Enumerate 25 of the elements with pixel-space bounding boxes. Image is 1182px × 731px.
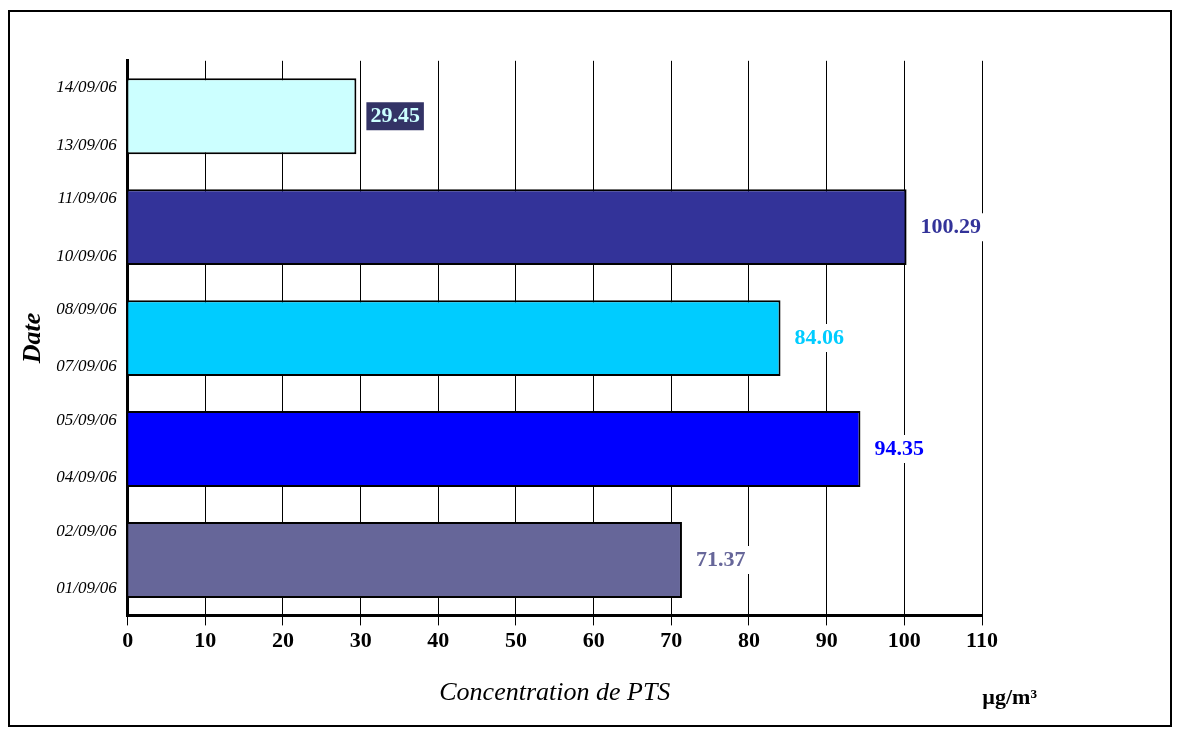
data-label: 94.35 xyxy=(874,434,924,460)
x-tick-label: 30 xyxy=(349,627,372,653)
x-tick-label: 60 xyxy=(582,627,605,653)
x-tick-label: 20 xyxy=(271,627,294,653)
category-label: 05/09/06 04/09/06 xyxy=(56,409,117,487)
x-axis-title: Concentration de PTS xyxy=(439,677,671,707)
x-tick-label: 0 xyxy=(122,627,134,653)
x-tick-label: 90 xyxy=(815,627,838,653)
x-tick-label: 100 xyxy=(887,627,921,653)
x-tick-label: 10 xyxy=(194,627,217,653)
x-tick-label: 80 xyxy=(737,627,760,653)
text: µg/m³ xyxy=(982,683,1038,709)
data-label: 84.06 xyxy=(794,323,845,349)
category-label: 11/09/06 10/09/06 xyxy=(56,187,117,265)
x-tick-label: 110 xyxy=(966,627,998,653)
y-axis-title: Date xyxy=(17,312,47,365)
x-tick-label: 40 xyxy=(427,627,450,653)
category-label: 08/09/06 07/09/06 xyxy=(56,298,117,376)
data-label: 29.45 xyxy=(370,101,420,127)
x-tick-label: 70 xyxy=(660,627,683,653)
data-label: 71.37 xyxy=(695,545,746,571)
data-label: 100.29 xyxy=(920,212,982,238)
x-tick-label: 50 xyxy=(504,627,527,653)
category-label: 02/09/06 01/09/06 xyxy=(56,520,117,598)
category-label: 14/09/06 13/09/06 xyxy=(56,76,117,154)
